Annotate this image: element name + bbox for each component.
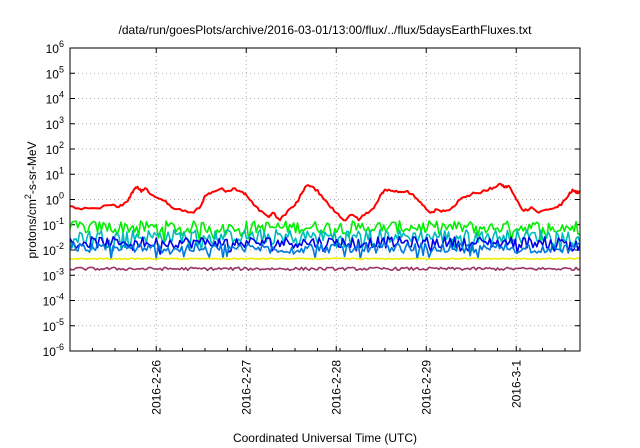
y-tick-label: 10-4: [43, 292, 64, 309]
y-axis-title: protons/cm2-s-sr-MeV: [23, 141, 39, 258]
y-tick-label: 105: [46, 64, 64, 81]
y-tick-label: 102: [46, 140, 64, 157]
y-axis: 10-6 10-5 10-4 10-3 10-2 10-1 100 101 102 103 104 1…: [43, 39, 580, 359]
x-tick-label: 2016-2-26: [149, 360, 163, 415]
y-tick-label: 10-2: [43, 241, 64, 258]
series-line: [70, 182, 580, 222]
y-tick-label: 10-6: [43, 342, 64, 359]
series-line: [70, 220, 580, 242]
y-tick-label: 104: [46, 90, 64, 107]
y-tick-label: 106: [46, 39, 64, 56]
series-line: [70, 266, 580, 272]
plot-frame: [69, 47, 581, 352]
series-line: [70, 257, 580, 261]
series-line: [70, 242, 580, 260]
x-axis-title: Coordinated Universal Time (UTC): [233, 431, 417, 445]
x-tick-label: 2016-2-29: [419, 360, 433, 415]
y-tick-label: 103: [46, 115, 64, 132]
x-tick-label: 2016-3-1: [509, 360, 523, 408]
y-tick-label: 10-3: [43, 266, 64, 283]
y-tick-label: 101: [46, 165, 64, 182]
chart-title: /data/run/goesPlots/archive/2016-03-01/1…: [119, 23, 533, 37]
series-layer: [70, 182, 580, 272]
y-tick-label: 10-1: [43, 216, 64, 233]
y-tick-label: 100: [46, 191, 64, 208]
series-line: [70, 236, 580, 255]
x-axis: 2016-2-26 2016-2-27 2016-2-28 2016-2-29 2016…: [69, 48, 566, 415]
x-tick-label: 2016-2-27: [239, 360, 253, 415]
x-tick-label: 2016-2-28: [329, 360, 343, 415]
series-line: [70, 228, 580, 253]
y-tick-label: 10-5: [43, 317, 64, 334]
